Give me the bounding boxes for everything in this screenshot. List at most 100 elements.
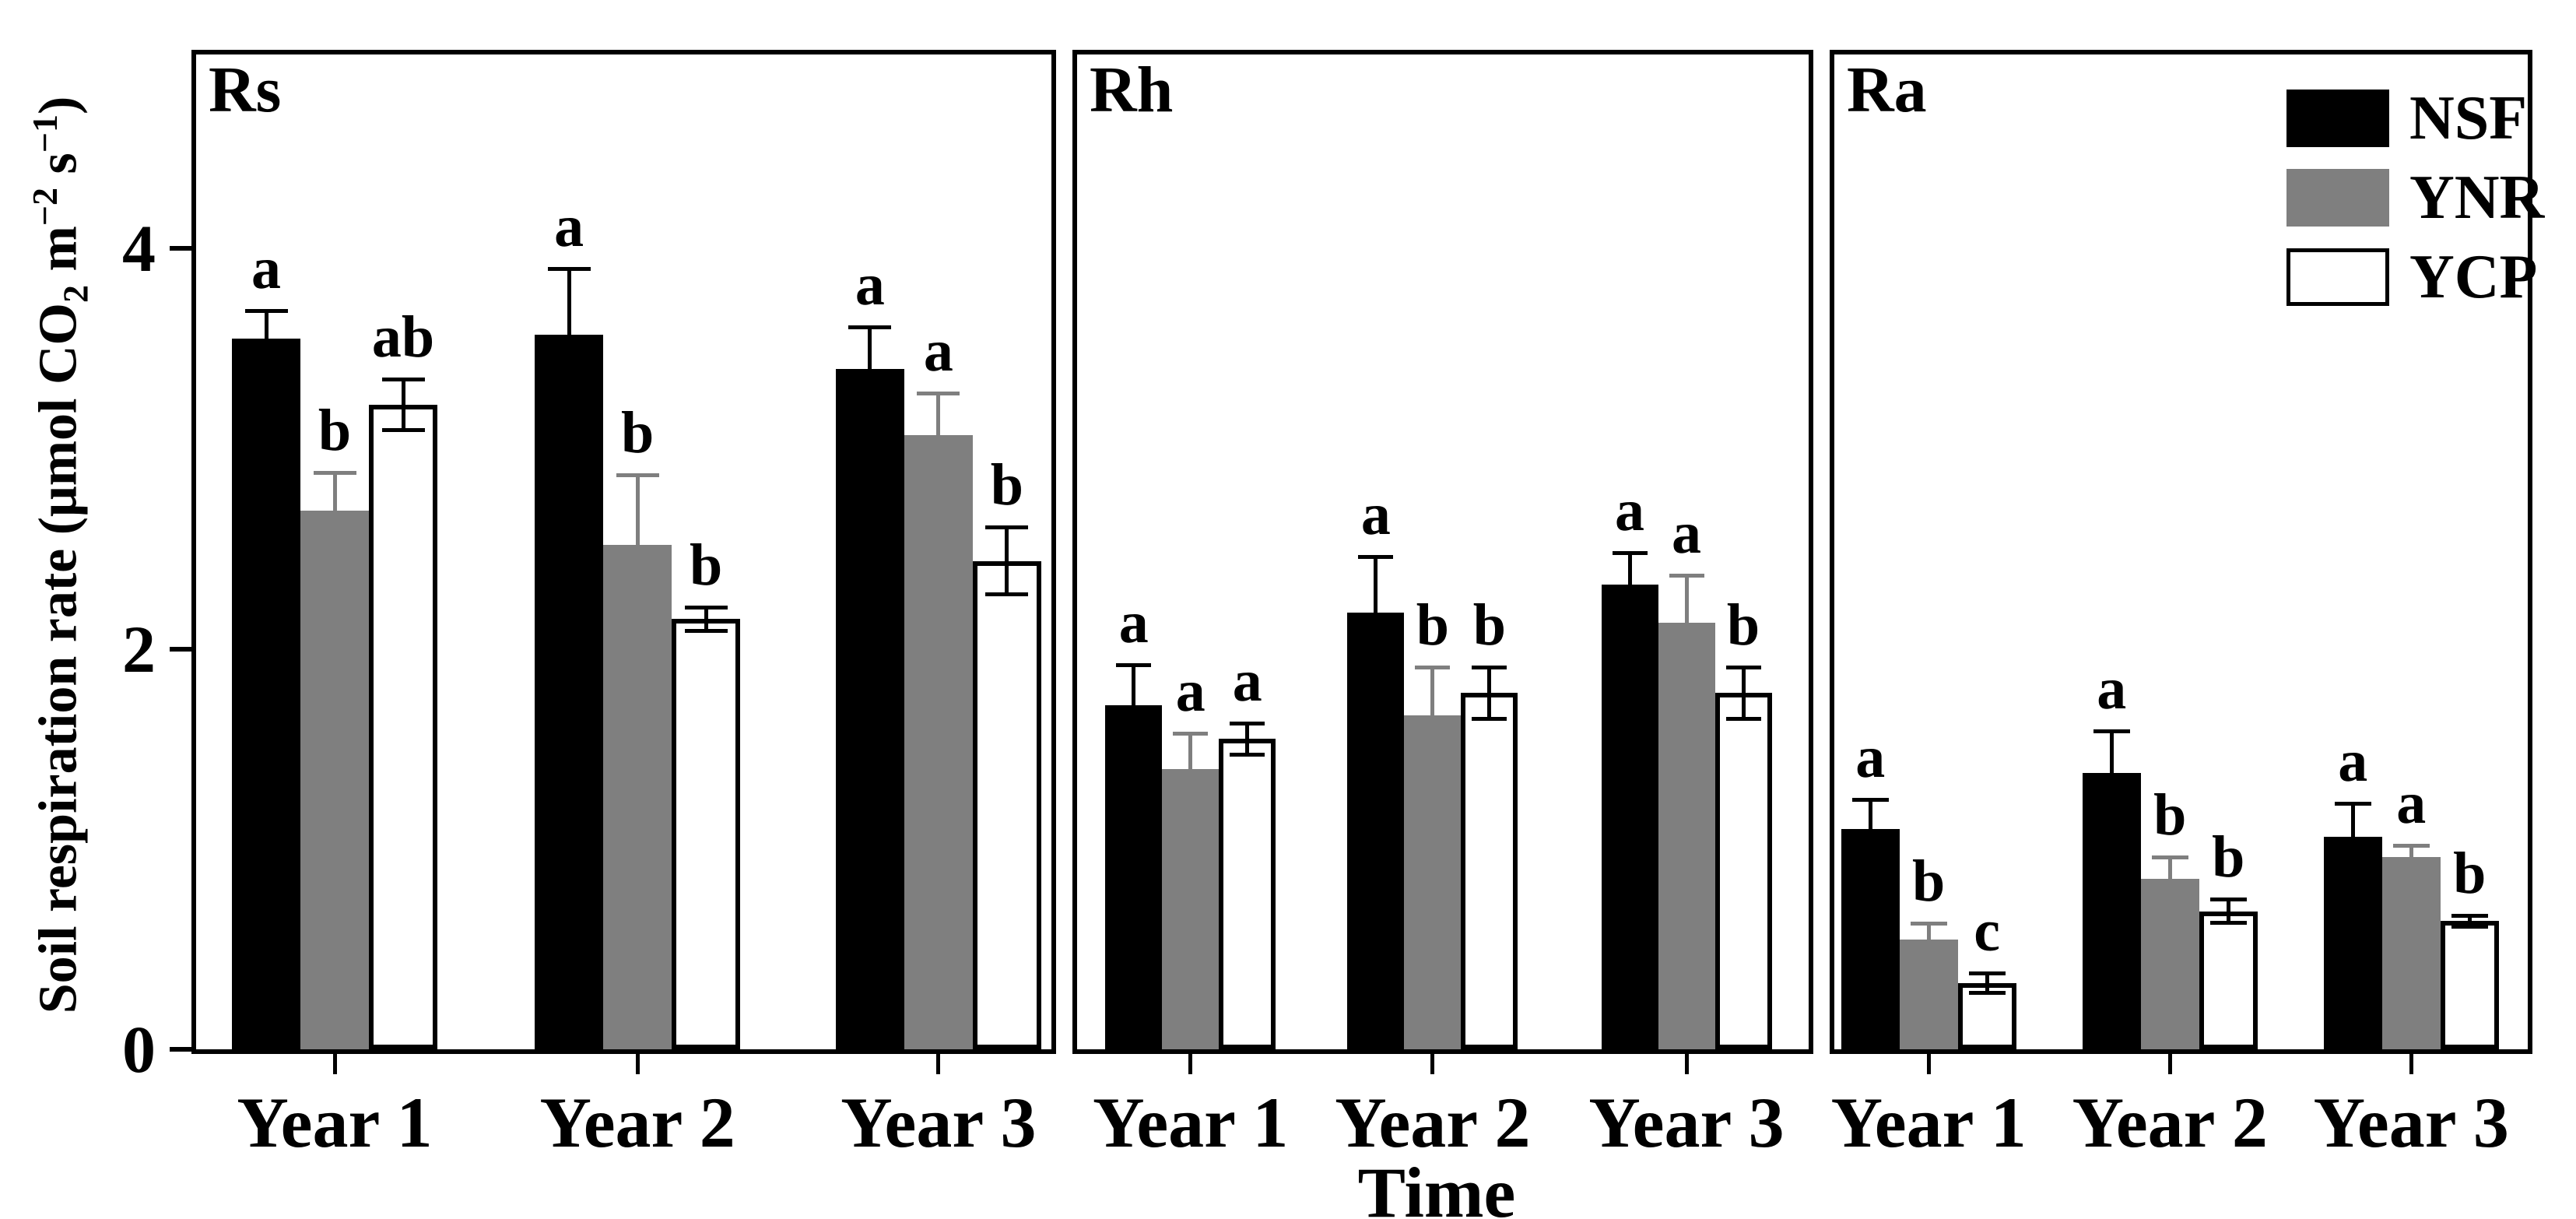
error-bar: [704, 606, 708, 631]
x-tick-year-2: [1430, 1054, 1435, 1074]
bar-nsf-1: [1841, 829, 1900, 1049]
x-tick-label-year-3: Year 3: [841, 1083, 1037, 1162]
error-cap-top: [1612, 551, 1648, 556]
error-cap-top: [2209, 898, 2247, 902]
legend-row-ynr: YNR: [2286, 167, 2544, 229]
bar-nsf-1: [232, 339, 301, 1049]
error-bar: [936, 392, 941, 435]
sig-letter: a: [1175, 658, 1206, 724]
legend-label-ynr: YNR: [2409, 163, 2545, 232]
error-cap-top: [1725, 665, 1761, 669]
sig-letter: a: [2097, 656, 2127, 722]
error-cap-top: [244, 309, 288, 314]
bar-nsf-2: [1347, 613, 1405, 1049]
x-tick-label-year-1: Year 1: [1830, 1083, 2027, 1162]
sig-letter: b: [990, 451, 1024, 518]
legend-swatch-ynr: [2286, 169, 2389, 227]
bar-ycp-3: [1714, 693, 1772, 1049]
panel-title-ra: Ra: [1847, 54, 1927, 126]
error-bar: [1985, 973, 1989, 993]
error-cap-top: [2392, 843, 2430, 848]
y-tick-label-2: 2: [122, 611, 156, 687]
error-cap-bottom: [1968, 991, 2006, 995]
error-bar: [1005, 526, 1009, 595]
error-bar: [1926, 923, 1931, 940]
error-bar: [332, 472, 337, 511]
y-tick-label-0: 0: [122, 1012, 156, 1087]
sig-letter: a: [1615, 478, 1645, 544]
x-tick-year-1: [332, 1054, 337, 1074]
legend-swatch-ycp: [2286, 248, 2389, 306]
sig-letter: a: [251, 236, 282, 302]
sig-letter: a: [1672, 500, 1702, 566]
sig-letter: a: [1855, 724, 1886, 790]
error-bar: [2226, 899, 2230, 923]
error-bar: [2350, 803, 2355, 838]
bar-ycp-3: [2440, 921, 2499, 1049]
sig-letter: b: [2153, 782, 2187, 848]
sig-letter: a: [1118, 590, 1149, 656]
panel-title-rh: Rh: [1090, 54, 1174, 126]
bar-ycp-1: [1219, 739, 1276, 1049]
sig-letter: a: [855, 251, 885, 318]
error-cap-bottom: [2451, 925, 2488, 929]
sig-letter: b: [689, 532, 723, 598]
error-bar: [1132, 665, 1136, 705]
error-bar: [1741, 666, 1746, 719]
bar-nsf-2: [2082, 773, 2141, 1049]
sig-letter: ab: [371, 304, 435, 370]
legend-row-nsf: NSF: [2286, 87, 2544, 149]
y-tick-label-4: 4: [122, 211, 156, 286]
x-tick-year-3: [2409, 1054, 2413, 1074]
panel-title-rs: Rs: [209, 54, 282, 126]
x-axis-label: Time: [1357, 1153, 1516, 1219]
bar-ynr-3: [904, 435, 973, 1049]
error-bar: [264, 311, 268, 339]
error-cap-top: [1358, 555, 1394, 560]
x-tick-year-3: [1684, 1054, 1689, 1074]
legend-row-ycp: YCP: [2286, 246, 2544, 308]
bar-ynr-1: [1162, 769, 1220, 1049]
bar-ynr-3: [1658, 623, 1715, 1049]
error-bar: [567, 269, 571, 335]
x-tick-year-2: [2167, 1054, 2172, 1074]
sig-letter: b: [1472, 592, 1506, 658]
sig-letter: b: [1726, 592, 1760, 658]
bar-nsf-3: [1601, 585, 1658, 1049]
error-cap-bottom: [1725, 716, 1761, 721]
error-cap-top: [1415, 665, 1451, 669]
error-cap-top: [313, 471, 356, 476]
error-cap-bottom: [985, 592, 1029, 597]
error-cap-top: [2093, 729, 2130, 734]
bar-ynr-1: [300, 511, 370, 1049]
legend-label-nsf: NSF: [2409, 84, 2528, 153]
error-cap-top: [1669, 573, 1704, 578]
error-cap-top: [985, 525, 1029, 529]
sig-letter: a: [923, 318, 953, 384]
error-bar: [1627, 553, 1632, 585]
x-tick-label-year-3: Year 3: [1588, 1083, 1785, 1162]
error-bar: [1374, 557, 1378, 613]
bar-ycp-2: [2199, 912, 2258, 1049]
sig-letter: a: [554, 194, 584, 260]
sig-letter: a: [2338, 728, 2368, 794]
x-tick-label-year-3: Year 3: [2313, 1083, 2509, 1162]
x-tick-year-3: [936, 1054, 941, 1074]
legend-swatch-nsf: [2286, 90, 2389, 147]
sig-letter: b: [1416, 592, 1449, 658]
bar-ynr-3: [2381, 857, 2441, 1049]
sig-letter: b: [620, 400, 655, 465]
error-cap-bottom: [1472, 716, 1507, 721]
error-bar: [1487, 666, 1492, 719]
error-bar: [2109, 731, 2114, 774]
bar-nsf-1: [1105, 705, 1163, 1049]
bar-ynr-2: [603, 545, 672, 1049]
error-bar: [1430, 666, 1435, 715]
y-axis-label-text: s: [28, 153, 89, 188]
error-bar: [1684, 574, 1689, 624]
y-axis-label-text: ): [28, 96, 89, 115]
error-cap-top: [547, 267, 591, 272]
